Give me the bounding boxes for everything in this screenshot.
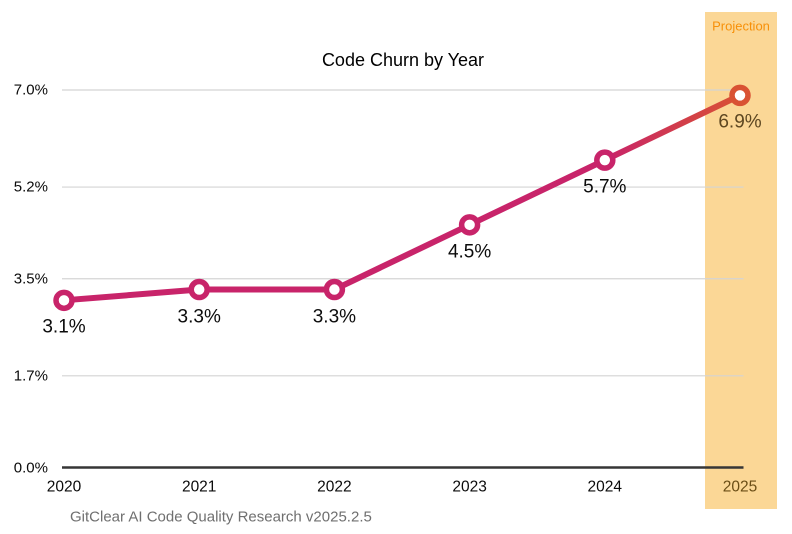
- data-point-label-2020: 3.1%: [42, 316, 86, 338]
- data-point-2022: [323, 278, 346, 301]
- y-tick-label: 7.0%: [13, 81, 48, 99]
- data-point-2025: [729, 84, 751, 107]
- y-tick-label: 5.2%: [13, 178, 48, 196]
- data-point-label-2025: 6.9%: [718, 111, 762, 133]
- y-tick-label: 1.7%: [13, 367, 48, 385]
- data-point-2021: [188, 278, 210, 301]
- data-point-label-2021: 3.3%: [177, 306, 221, 328]
- y-tick-label: 0.0%: [13, 459, 48, 476]
- x-tick-label-2024: 2024: [587, 478, 623, 496]
- data-point-label-2023: 4.5%: [447, 241, 492, 263]
- projection-band-label: Projection: [712, 18, 770, 34]
- data-point-2020: [53, 289, 75, 312]
- x-tick-label-2020: 2020: [46, 478, 82, 496]
- data-point-label-2022: 3.3%: [312, 306, 357, 328]
- data-point-2023: [458, 214, 481, 236]
- chart-title: Code Churn by Year: [321, 50, 485, 70]
- x-tick-label-2021: 2021: [181, 478, 217, 496]
- series-line: [61, 92, 743, 304]
- data-point-2024: [594, 149, 616, 171]
- attribution-text: GitClear AI Code Quality Research v2025.…: [70, 508, 372, 526]
- y-tick-label: 3.5%: [13, 270, 48, 288]
- x-tick-label-2025: 2025: [722, 478, 758, 496]
- data-point-label-2024: 5.7%: [583, 176, 627, 198]
- x-tick-label-2023: 2023: [452, 478, 487, 496]
- x-tick-label-2022: 2022: [317, 478, 352, 496]
